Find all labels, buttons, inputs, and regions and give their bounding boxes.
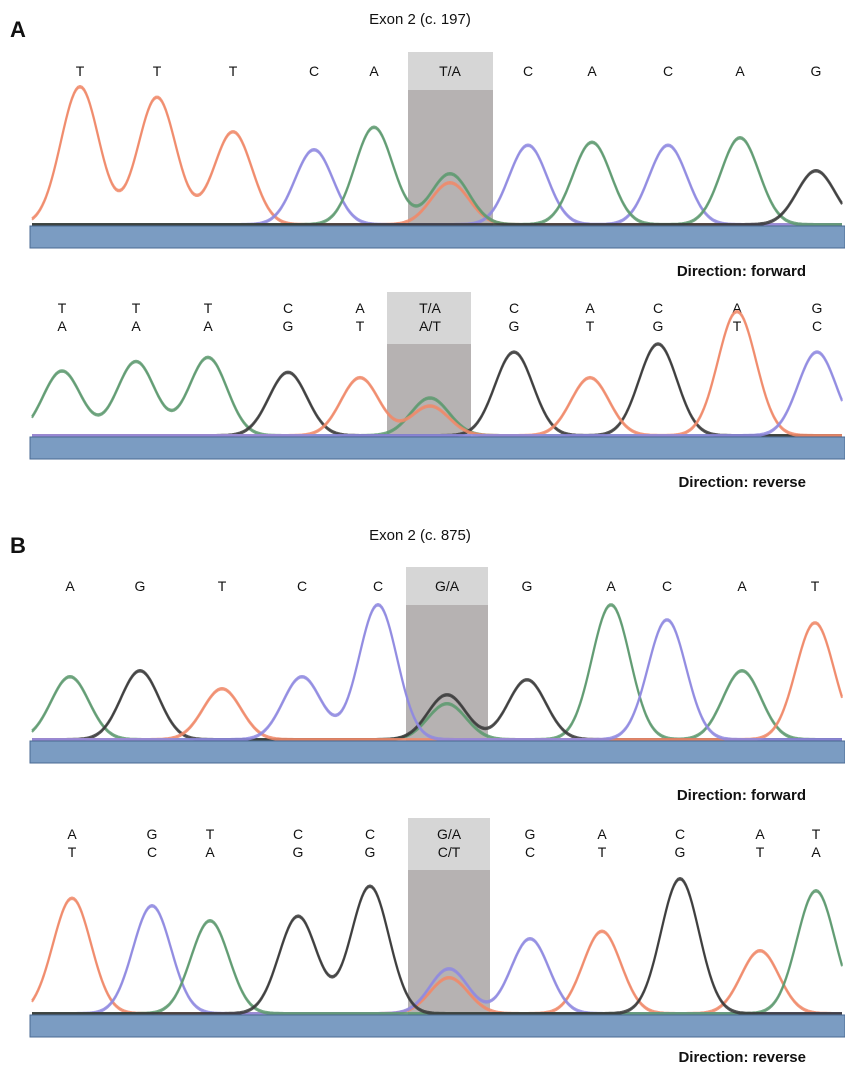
- base-label-complement: G: [293, 844, 304, 860]
- base-label-complement: G: [653, 318, 664, 334]
- variant-highlight-region: [406, 605, 488, 741]
- direction-label: Direction: reverse: [678, 474, 806, 491]
- base-label: C: [297, 578, 307, 594]
- base-call-labels: T T T C A T/A C A C A G: [76, 63, 822, 79]
- trace-G: [32, 169, 843, 225]
- base-label: A: [755, 826, 765, 842]
- base-label: G: [525, 826, 536, 842]
- base-label-complement: T: [756, 844, 765, 860]
- base-label: T: [58, 300, 67, 316]
- base-label-complement: C: [147, 844, 157, 860]
- base-label: T/A: [439, 63, 461, 79]
- base-label-complement: A: [203, 318, 213, 334]
- base-label: T: [812, 826, 821, 842]
- base-label-complement: G: [365, 844, 376, 860]
- base-label: T: [229, 63, 238, 79]
- base-label: A: [67, 826, 77, 842]
- base-label: C: [365, 826, 375, 842]
- base-label: C: [662, 578, 672, 594]
- trace-C: [32, 350, 843, 436]
- panel-b-title: Exon 2 (c. 875): [369, 527, 471, 544]
- variant-highlight-header: [406, 567, 488, 605]
- base-label-complement: T: [733, 318, 742, 334]
- variant-highlight-region: [408, 870, 490, 1015]
- direction-label: Direction: forward: [677, 787, 806, 804]
- position-bar: [29, 740, 845, 764]
- base-label: C: [523, 63, 533, 79]
- base-label: A: [737, 578, 747, 594]
- variant-highlight-header: [387, 292, 471, 344]
- base-label-complement: T: [586, 318, 595, 334]
- base-label: G: [812, 300, 823, 316]
- panel-a-title: Exon 2 (c. 197): [369, 11, 471, 28]
- panel-b: B Exon 2 (c. 875) A G T C C G/A G A C A T Directio…: [10, 527, 845, 1066]
- base-label: A: [355, 300, 365, 316]
- position-bar: [29, 436, 845, 460]
- base-label: G/A: [435, 578, 460, 594]
- base-label: C: [293, 826, 303, 842]
- base-label: C: [309, 63, 319, 79]
- base-label: C: [675, 826, 685, 842]
- base-label: G: [147, 826, 158, 842]
- panel-a: A Exon 2 (c. 197) T T T C A T/A C A C A G Directio…: [10, 11, 845, 491]
- base-label: T: [218, 578, 227, 594]
- direction-label: Direction: reverse: [678, 1049, 806, 1066]
- base-label: C: [653, 300, 663, 316]
- base-label: T: [811, 578, 820, 594]
- base-label-complement: C/T: [438, 844, 461, 860]
- panel-a-letter: A: [10, 17, 26, 42]
- position-bar: [29, 225, 845, 249]
- base-label-complement: T: [68, 844, 77, 860]
- base-label: T/A: [419, 300, 441, 316]
- track-a-forward: T T T C A T/A C A C A G Direction: forward: [29, 52, 845, 280]
- base-label: A: [732, 300, 742, 316]
- base-label: T: [206, 826, 215, 842]
- base-label-complement: G: [509, 318, 520, 334]
- base-label: C: [509, 300, 519, 316]
- base-label: T: [204, 300, 213, 316]
- base-label: A: [606, 578, 616, 594]
- base-label: C: [373, 578, 383, 594]
- base-label: A: [587, 63, 597, 79]
- base-label: T: [132, 300, 141, 316]
- base-label: A: [369, 63, 379, 79]
- variant-highlight-header: [408, 52, 493, 90]
- base-label: G: [811, 63, 822, 79]
- base-label: A: [585, 300, 595, 316]
- base-call-labels: A G T C C G/A G A C A T: [65, 578, 819, 594]
- base-label-complement: G: [283, 318, 294, 334]
- base-label: C: [283, 300, 293, 316]
- base-label-complement: A: [205, 844, 215, 860]
- base-label: A: [597, 826, 607, 842]
- base-label-complement: A/T: [419, 318, 441, 334]
- base-label-complement: A: [811, 844, 821, 860]
- base-label: A: [735, 63, 745, 79]
- base-label-complement: C: [812, 318, 822, 334]
- panel-b-letter: B: [10, 533, 26, 558]
- base-label-complement: A: [57, 318, 67, 334]
- base-label: G: [135, 578, 146, 594]
- base-label-complement: A: [131, 318, 141, 334]
- base-label: G/A: [437, 826, 462, 842]
- base-label: T: [153, 63, 162, 79]
- direction-label: Direction: forward: [677, 263, 806, 280]
- track-b-forward: A G T C C G/A G A C A T Direction: forward: [29, 567, 845, 804]
- base-label: G: [522, 578, 533, 594]
- base-label: T: [76, 63, 85, 79]
- base-label-complement: G: [675, 844, 686, 860]
- base-label: A: [65, 578, 75, 594]
- base-label-complement: C: [525, 844, 535, 860]
- position-bar: [29, 1014, 845, 1038]
- base-label-complement: T: [598, 844, 607, 860]
- base-label: C: [663, 63, 673, 79]
- base-label-complement: T: [356, 318, 365, 334]
- variant-highlight-header: [408, 818, 490, 870]
